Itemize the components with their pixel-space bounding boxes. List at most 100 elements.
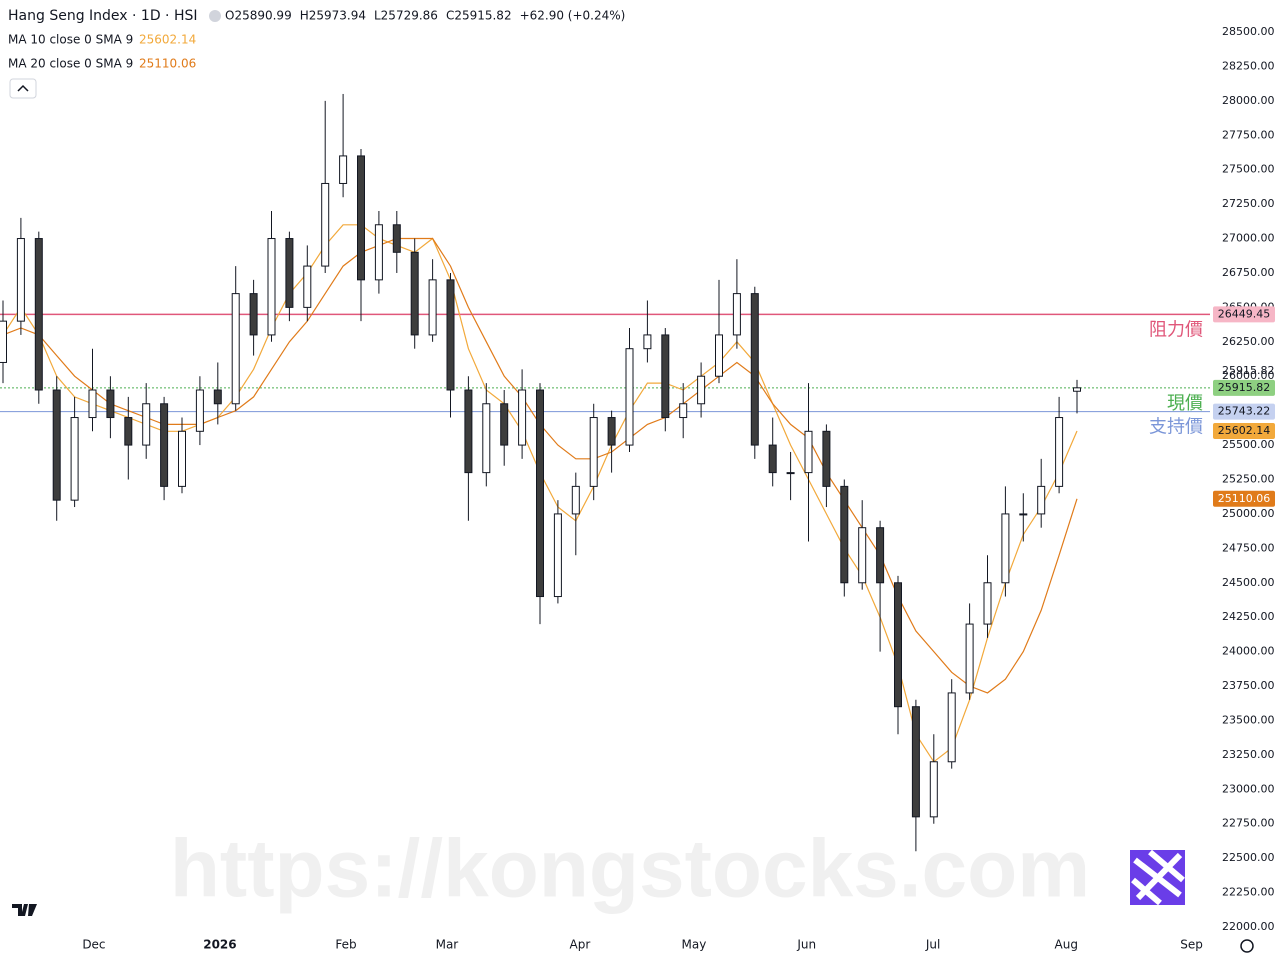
candle-body xyxy=(679,403,688,419)
ma-tag-bg xyxy=(1213,490,1275,507)
x-tick-label: Feb xyxy=(335,938,356,952)
y-tick-label: 25250.00 xyxy=(1222,473,1275,486)
candle-body xyxy=(768,444,777,474)
candle-body xyxy=(750,293,759,446)
level-tag-bg xyxy=(1213,306,1275,323)
y-tick-label: 24500.00 xyxy=(1222,576,1275,589)
candle-body xyxy=(52,389,61,501)
candle-body xyxy=(213,389,222,405)
level-tag-bg xyxy=(1213,379,1275,396)
ma-tag: 25602.14 xyxy=(1218,424,1271,437)
ohlc-legend-item: +62.90 (+0.24%) xyxy=(520,9,626,23)
chart-title: Hang Seng Index · 1D · HSI xyxy=(8,8,198,24)
x-tick-label: Apr xyxy=(570,938,591,952)
y-tick-label: 27250.00 xyxy=(1222,197,1275,210)
candle-body xyxy=(374,224,383,281)
candle-body xyxy=(625,348,634,446)
candle-body xyxy=(285,238,294,308)
candle-body xyxy=(661,334,670,419)
level-tag: 25915.82 xyxy=(1218,381,1271,394)
y-tick-label: 28500.00 xyxy=(1222,25,1275,38)
y-tick-label: 22000.00 xyxy=(1222,920,1275,933)
status-icon xyxy=(209,10,221,22)
ohlc-legend-item: L25729.86 xyxy=(374,9,438,23)
candle-body xyxy=(88,389,97,419)
candle-body xyxy=(947,692,956,763)
candle-body xyxy=(267,238,276,336)
candle-body xyxy=(160,403,169,487)
y-tick-label: 27500.00 xyxy=(1222,163,1275,176)
tradingview-logo xyxy=(12,904,37,916)
candle-body xyxy=(929,761,938,818)
collapse-icon xyxy=(17,84,29,92)
x-tick-label: Aug xyxy=(1055,938,1078,952)
legend-value: 25110.06 xyxy=(139,57,196,71)
watermark: https://kongstocks.com xyxy=(170,824,1090,915)
settings-icon[interactable] xyxy=(1240,939,1254,953)
candle-body xyxy=(1055,417,1064,487)
candle-body xyxy=(142,403,151,446)
y-tick-label: 22750.00 xyxy=(1222,817,1275,830)
y-tick-label: 22250.00 xyxy=(1222,886,1275,899)
candle-body xyxy=(34,238,43,391)
candle-body xyxy=(876,527,885,584)
y-tick-label: 23750.00 xyxy=(1222,679,1275,692)
candle-body xyxy=(178,430,186,487)
gear[interactable] xyxy=(1240,939,1254,953)
candle-body xyxy=(840,485,849,584)
candle-body xyxy=(804,430,813,474)
level-label: 現價 xyxy=(1167,393,1203,414)
candle-body xyxy=(607,417,616,446)
y-tick-label: 28000.00 xyxy=(1222,94,1275,107)
candle-body xyxy=(357,155,365,281)
y-tick-label: 26750.00 xyxy=(1222,266,1275,279)
x-tick-label: Jul xyxy=(925,938,940,952)
candle-body xyxy=(822,430,831,487)
candle-body xyxy=(983,582,992,625)
candle-body xyxy=(858,527,867,584)
y-tick-label: 24750.00 xyxy=(1222,541,1275,554)
logo-strokes xyxy=(1131,849,1185,906)
collapse-button[interactable] xyxy=(9,78,37,99)
y-tick-label: 23500.00 xyxy=(1222,713,1275,726)
level-label: 支持價 xyxy=(1149,417,1203,438)
ohlc-legend-item: O25890.99 xyxy=(225,9,292,23)
candle-body xyxy=(428,279,437,336)
level-tag: 26449.45 xyxy=(1218,307,1271,320)
x-tick-label: May xyxy=(682,938,707,952)
candle-body xyxy=(70,417,79,501)
ohlc-legend-item: C25915.82 xyxy=(446,9,512,23)
candle-body xyxy=(911,706,920,818)
candle-body xyxy=(1073,387,1081,392)
y-tick-label: 28250.00 xyxy=(1222,59,1275,72)
candle-body xyxy=(518,389,527,446)
candle-body xyxy=(571,485,580,515)
candle-body xyxy=(786,472,795,475)
candle-body xyxy=(1001,513,1010,584)
y-tick-label: 25000.00 xyxy=(1222,507,1275,520)
candle-body xyxy=(195,389,204,432)
candle-body xyxy=(965,623,974,694)
plot-area: 28500.00 28250.00 28000.00 27750.00 27500.00… xyxy=(0,25,1275,952)
y-tick-label: 22500.00 xyxy=(1222,851,1275,864)
candle-body xyxy=(124,417,133,446)
tv-mark xyxy=(12,904,37,916)
y-tick-label: 23000.00 xyxy=(1222,782,1275,795)
candle-body xyxy=(446,279,455,391)
legend-name: MA 20 close 0 SMA 9 xyxy=(8,57,133,71)
legend-value: 25602.14 xyxy=(139,33,196,47)
y-tick-label: 24250.00 xyxy=(1222,610,1275,623)
candle-body xyxy=(553,513,562,598)
y-tick-label: 26000.00 xyxy=(1222,369,1275,382)
candle-body xyxy=(321,182,330,267)
candle-body xyxy=(1019,513,1028,516)
candle-body xyxy=(894,582,902,708)
last-price-label: 25915.82 xyxy=(1222,364,1275,377)
candle-body xyxy=(589,417,598,487)
candle-body xyxy=(715,334,723,377)
ma-tag: 25110.06 xyxy=(1218,492,1271,505)
candle-body xyxy=(536,389,544,598)
candle-body xyxy=(231,293,240,405)
